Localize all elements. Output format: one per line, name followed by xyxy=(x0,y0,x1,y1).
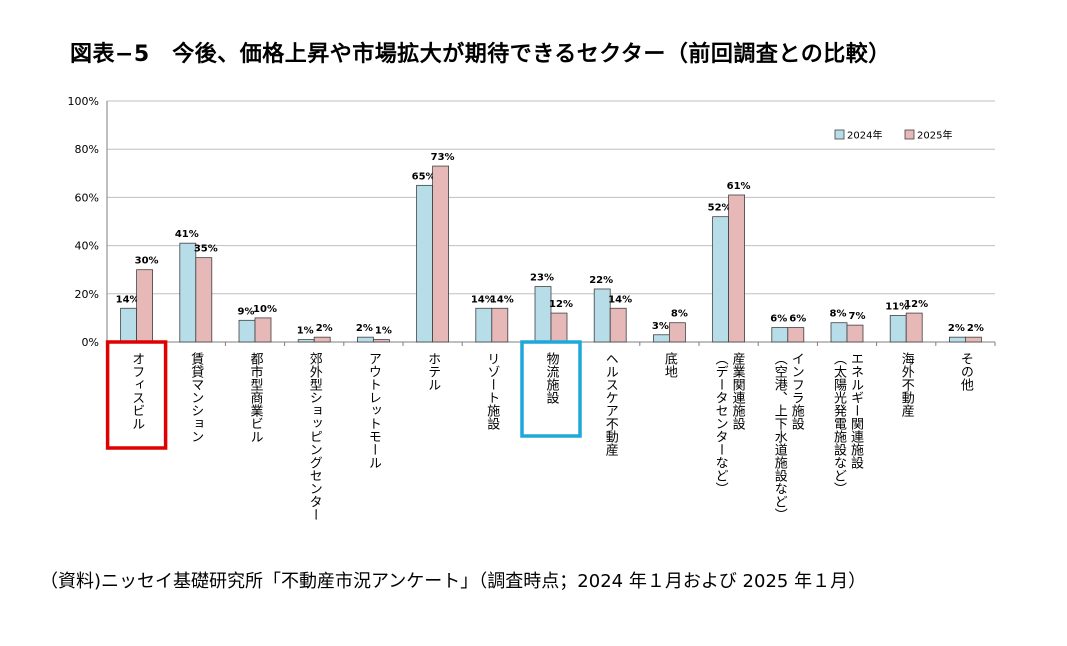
x-category-label: ヘルスケア不動産 xyxy=(603,352,619,457)
x-category-label: （太陽光発電施設など） xyxy=(831,352,847,495)
data-label: 61% xyxy=(727,181,751,192)
x-category-label: （データセンターなど） xyxy=(713,352,729,495)
y-tick-label: 40% xyxy=(75,240,99,253)
bar-2024 xyxy=(179,242,197,343)
bar-2025 xyxy=(491,307,509,343)
bar-2025 xyxy=(728,194,745,343)
bar-2025 xyxy=(432,165,450,343)
x-category-label: ホテル xyxy=(425,352,440,391)
data-label: 2% xyxy=(948,323,965,334)
data-label: 14% xyxy=(471,294,495,305)
data-label: 14% xyxy=(116,294,140,305)
data-label: 12% xyxy=(904,299,928,310)
bar-2025 xyxy=(965,336,982,343)
x-category-label: アウトレットモール xyxy=(366,352,381,469)
data-label: 11% xyxy=(885,301,909,312)
data-label: 8% xyxy=(830,309,847,320)
bar-2025 xyxy=(787,327,805,343)
bar-2024 xyxy=(889,315,907,343)
data-label: 35% xyxy=(194,244,218,255)
x-category-label: 郊外型ショッピングセンター xyxy=(307,351,323,521)
bar-2025 xyxy=(195,257,213,343)
legend-label: 2024年 xyxy=(847,129,882,142)
x-category-label: 底地 xyxy=(662,351,678,378)
data-label: 30% xyxy=(135,256,159,267)
bar-2025 xyxy=(372,339,390,343)
bar-2025 xyxy=(609,307,627,343)
data-label: 12% xyxy=(549,299,573,310)
x-category-label: エネルギー関連施設 xyxy=(848,352,864,469)
highlight-box-blue xyxy=(520,340,582,438)
bar-2024 xyxy=(830,322,848,343)
bar-2025 xyxy=(254,317,272,343)
bar-2025 xyxy=(846,324,864,343)
data-label: 73% xyxy=(431,152,455,163)
bar-2024 xyxy=(653,334,670,343)
bar-2024 xyxy=(238,319,256,343)
x-category-label: 賃貸マンション xyxy=(188,352,204,443)
bar-2024 xyxy=(356,336,374,343)
data-label: 22% xyxy=(589,275,613,286)
data-label: 41% xyxy=(175,229,199,240)
chart-title: 図表−5 今後、価格上昇や市場拡大が期待できるセクター（前回調査との比較） xyxy=(70,42,891,67)
data-label: 23% xyxy=(530,273,554,284)
data-label: 8% xyxy=(671,309,688,320)
bar-2025 xyxy=(313,336,331,343)
data-label: 1% xyxy=(297,326,314,337)
x-category-label: オフィスビル xyxy=(129,352,144,430)
legend-label: 2025年 xyxy=(917,129,952,142)
legend-swatch-2025 xyxy=(904,129,915,140)
bar-2024 xyxy=(120,307,137,343)
bar-2025 xyxy=(550,312,568,343)
y-tick-label: 100% xyxy=(68,95,99,108)
x-category-label: その他 xyxy=(958,352,974,392)
data-label: 65% xyxy=(412,171,436,182)
y-tick-label: 20% xyxy=(75,288,99,301)
data-label: 6% xyxy=(789,314,806,325)
source-note: （資料)ニッセイ基礎研究所「不動産市況アンケート」（調査時点；2024 年１月お… xyxy=(40,571,867,592)
legend-swatch-2024 xyxy=(834,129,845,140)
bar-2024 xyxy=(949,336,966,343)
data-label: 1% xyxy=(375,326,392,337)
bar-2024 xyxy=(416,184,434,343)
bar-2025 xyxy=(905,312,923,343)
y-tick-label: 0% xyxy=(82,336,99,349)
x-category-label: 産業関連施設 xyxy=(730,351,746,430)
data-label: 2% xyxy=(316,323,333,334)
x-category-label: 物流施設 xyxy=(544,352,560,404)
data-label: 9% xyxy=(238,306,255,317)
bar-2024 xyxy=(475,307,493,343)
bar-2024 xyxy=(297,339,315,343)
x-category-label: インフラ施設 xyxy=(789,352,805,430)
bar-2025 xyxy=(669,322,686,343)
data-label: 14% xyxy=(608,294,632,305)
x-category-label: リゾート施設 xyxy=(484,352,500,430)
data-label: 52% xyxy=(708,203,732,214)
bar-2024 xyxy=(712,216,729,343)
data-label: 10% xyxy=(253,304,277,315)
data-label: 6% xyxy=(770,314,787,325)
data-label: 2% xyxy=(967,323,984,334)
bar-2024 xyxy=(771,327,789,343)
data-label: 3% xyxy=(652,321,669,332)
bar-2024 xyxy=(534,286,552,343)
highlight-box-red xyxy=(105,340,168,450)
y-tick-label: 80% xyxy=(75,143,99,156)
bar-2025 xyxy=(136,269,154,343)
data-label: 2% xyxy=(356,323,373,334)
x-category-label: （空港、上下水道施設など） xyxy=(772,352,788,521)
y-tick-label: 60% xyxy=(75,191,99,204)
x-category-label: 都市型商業ビル xyxy=(248,352,264,443)
data-label: 14% xyxy=(490,294,514,305)
x-category-label: 海外不動産 xyxy=(899,352,915,418)
data-label: 7% xyxy=(849,311,866,322)
